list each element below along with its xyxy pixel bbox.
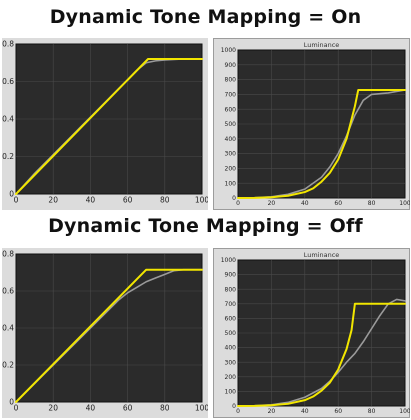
x-tick-label: 100: [195, 404, 208, 413]
y-tick-label: 200: [225, 374, 237, 381]
x-tick-label: 40: [86, 404, 96, 413]
y-tick-label: 100: [225, 180, 237, 187]
series-line-yellow: [15, 268, 203, 403]
y-tick-label: 0.8: [2, 250, 14, 259]
y-tick-label: 0.4: [2, 115, 14, 124]
x-tick-label: 20: [268, 200, 276, 207]
chart-off-left: 0 0.2 0.4 0.6 0.8 0 20 40 60 80 100: [2, 248, 208, 418]
y-tick-label: 1000: [221, 47, 236, 54]
series-line-yellow: [237, 88, 406, 199]
y-tick-label: 0.4: [2, 324, 14, 333]
y-tick-label: 500: [225, 330, 237, 337]
y-tick-label: 900: [225, 272, 237, 279]
chart-title: Luminance: [304, 251, 340, 259]
y-tick-label: 0.6: [2, 77, 14, 86]
y-tick-label: 0: [232, 403, 236, 410]
x-tick-label: 0: [14, 196, 19, 205]
y-tick-label: 200: [225, 166, 237, 173]
y-tick-label: 800: [225, 77, 237, 84]
x-tick-label: 80: [160, 196, 170, 205]
y-tick-label: 300: [225, 359, 237, 366]
chart-on-right: Luminance0100200300400500600700800900100…: [213, 38, 410, 210]
series-line-yellow: [15, 58, 203, 195]
x-tick-label: 20: [268, 408, 276, 415]
x-tick-label: 60: [123, 196, 133, 205]
x-tick-label: 100: [399, 408, 410, 415]
x-tick-label: 80: [368, 200, 376, 207]
y-tick-label: 300: [225, 151, 237, 158]
x-tick-label: 0: [14, 404, 19, 413]
y-tick-label: 0.2: [2, 361, 14, 370]
chart-border: [213, 38, 410, 210]
chart-title: Luminance: [304, 41, 340, 49]
y-tick-label: 0.2: [2, 152, 14, 161]
y-tick-label: 800: [225, 286, 237, 293]
y-tick-label: 600: [225, 106, 237, 113]
y-tick-label: 1000: [221, 257, 236, 264]
y-tick-label: 700: [225, 301, 237, 308]
heading-dtm-off: Dynamic Tone Mapping = Off: [48, 215, 363, 237]
heading-dtm-on: Dynamic Tone Mapping = On: [49, 6, 362, 28]
x-tick-label: 60: [334, 408, 342, 415]
y-tick-label: 0: [232, 195, 236, 202]
x-tick-label: 0: [236, 408, 240, 415]
y-tick-label: 400: [225, 345, 237, 352]
x-tick-label: 100: [399, 200, 410, 207]
chart-off-right: Luminance0100200300400500600700800900100…: [213, 248, 410, 418]
x-tick-label: 40: [86, 196, 96, 205]
x-tick-label: 40: [301, 408, 309, 415]
y-tick-label: 100: [225, 389, 237, 396]
series-line-yellow: [237, 302, 406, 407]
y-tick-label: 0.8: [2, 40, 14, 49]
x-tick-label: 0: [236, 200, 240, 207]
x-tick-label: 60: [334, 200, 342, 207]
x-tick-label: 20: [48, 404, 58, 413]
chart-border: [213, 248, 410, 418]
y-tick-label: 600: [225, 316, 237, 323]
x-tick-label: 80: [160, 404, 170, 413]
y-tick-label: 400: [225, 136, 237, 143]
y-tick-label: 0.6: [2, 287, 14, 296]
x-tick-label: 60: [123, 404, 133, 413]
y-tick-label: 700: [225, 92, 237, 99]
y-tick-label: 900: [225, 62, 237, 69]
x-tick-label: 80: [368, 408, 376, 415]
y-tick-label: 0: [9, 398, 14, 407]
x-tick-label: 20: [48, 196, 58, 205]
y-tick-label: 500: [225, 121, 237, 128]
x-tick-label: 100: [195, 196, 208, 205]
x-tick-label: 40: [301, 200, 309, 207]
chart-on-left: 0 0.2 0.4 0.6 0.8 0 20 40 60 80 100: [2, 38, 208, 210]
y-tick-label: 0: [9, 190, 14, 199]
